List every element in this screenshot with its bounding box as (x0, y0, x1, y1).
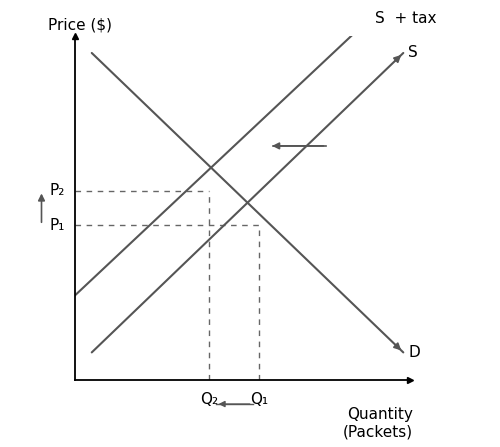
Text: Quantity
(Packets): Quantity (Packets) (343, 408, 413, 440)
Text: Q₁: Q₁ (250, 392, 268, 407)
Text: D: D (408, 345, 420, 360)
Text: S: S (408, 46, 418, 60)
Text: Price ($): Price ($) (48, 17, 112, 32)
Text: S  + tax: S + tax (375, 11, 436, 26)
Text: P₁: P₁ (50, 218, 65, 232)
Text: Q₂: Q₂ (200, 392, 218, 407)
Text: P₂: P₂ (50, 183, 65, 198)
